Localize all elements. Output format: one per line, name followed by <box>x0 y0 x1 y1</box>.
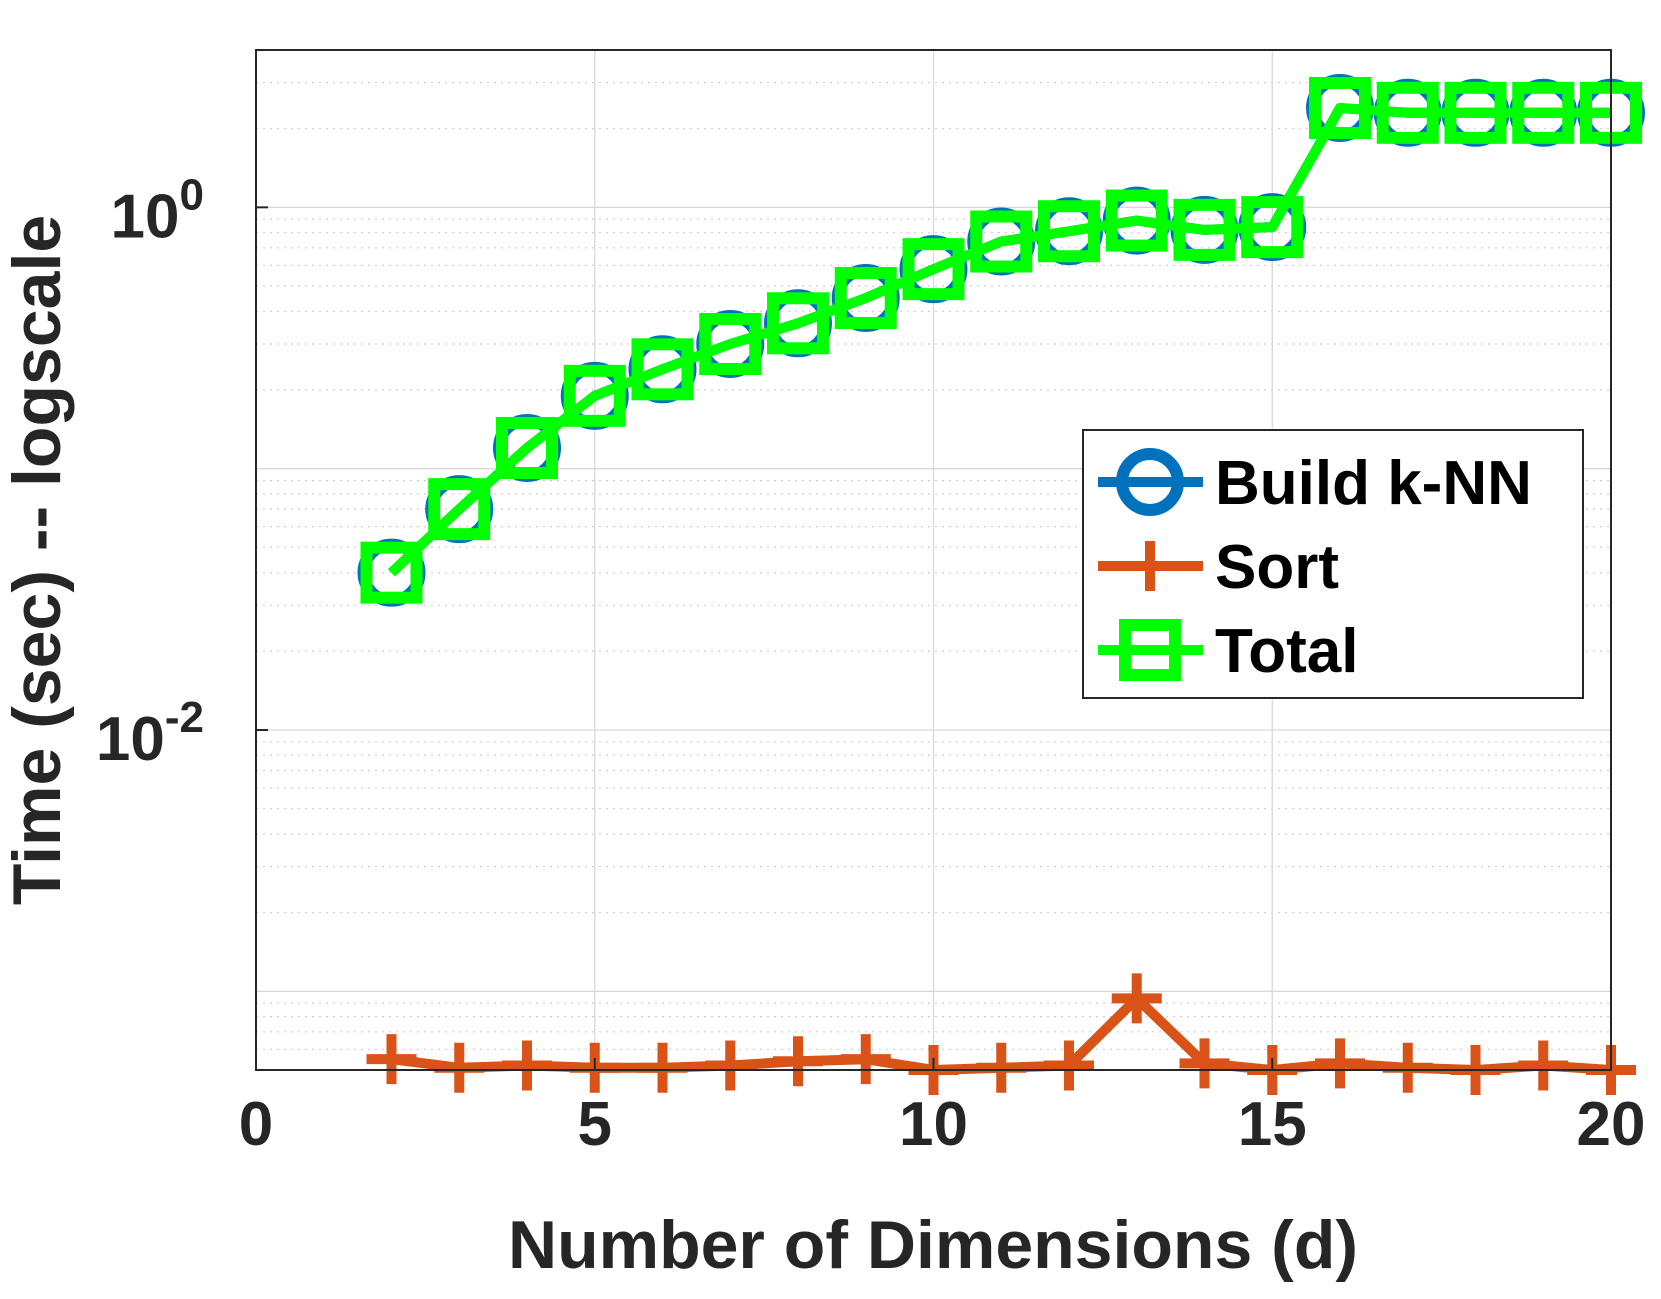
x-tick-label: 10 <box>899 1090 968 1159</box>
series-total <box>360 76 1642 604</box>
series-line <box>388 103 1611 577</box>
plus-marker <box>1111 973 1162 1024</box>
square-marker <box>1309 76 1371 139</box>
square-marker <box>902 238 965 301</box>
legend-label: Sort <box>1215 533 1339 602</box>
square-marker <box>834 266 897 329</box>
legend: Build k-NN Sort Total <box>1082 429 1584 699</box>
square-marker <box>1376 81 1439 144</box>
series-layer <box>357 73 1645 1095</box>
square-marker <box>1105 189 1168 252</box>
square-marker <box>1119 619 1181 681</box>
square-marker <box>428 478 491 541</box>
plus-marker <box>840 1034 891 1085</box>
plus-marker <box>1125 541 1175 591</box>
plus-marker <box>434 1042 485 1093</box>
y-axis-label: Time (sec) -- logscale <box>0 215 75 905</box>
square-marker <box>970 210 1033 273</box>
square-marker <box>360 541 423 604</box>
plus-marker <box>1382 1042 1433 1093</box>
y-tick-labels: 100 10-2 <box>96 170 268 774</box>
legend-item: Build k-NN <box>1098 448 1532 518</box>
circle-marker <box>1116 448 1184 516</box>
plus-marker <box>773 1036 823 1087</box>
square-marker <box>496 416 558 479</box>
x-tick-labels: 0 5 10 15 20 <box>239 1058 1646 1159</box>
plus-marker <box>366 1034 417 1085</box>
square-marker <box>1173 198 1236 261</box>
square-marker <box>767 292 829 355</box>
legend-label: Build k-NN <box>1215 449 1532 518</box>
square-marker <box>1038 200 1100 263</box>
legend-item: Total <box>1098 617 1359 686</box>
square-marker <box>563 364 626 427</box>
plus-marker <box>1518 1040 1569 1091</box>
legend-item: Sort <box>1098 533 1339 602</box>
square-marker <box>631 338 694 401</box>
plus-marker <box>705 1040 756 1091</box>
plus-marker <box>1044 1040 1094 1091</box>
x-tick-label: 15 <box>1238 1090 1307 1159</box>
x-tick-label: 20 <box>1577 1090 1646 1159</box>
plus-marker <box>976 1042 1027 1093</box>
square-marker <box>1444 81 1507 144</box>
square-marker <box>699 312 762 375</box>
square-marker <box>1512 81 1575 144</box>
plus-marker <box>637 1042 688 1093</box>
y-tick-label: 10-2 <box>96 693 204 774</box>
plus-marker <box>1315 1038 1365 1089</box>
legend-label: Total <box>1215 617 1359 686</box>
plus-marker <box>1179 1038 1230 1089</box>
square-marker <box>1241 196 1304 259</box>
x-tick-label: 0 <box>239 1090 273 1159</box>
y-tick-label: 100 <box>111 170 204 251</box>
x-tick-label: 5 <box>578 1090 612 1159</box>
plus-marker <box>502 1040 552 1091</box>
x-axis-label: Number of Dimensions (d) <box>508 1207 1358 1283</box>
